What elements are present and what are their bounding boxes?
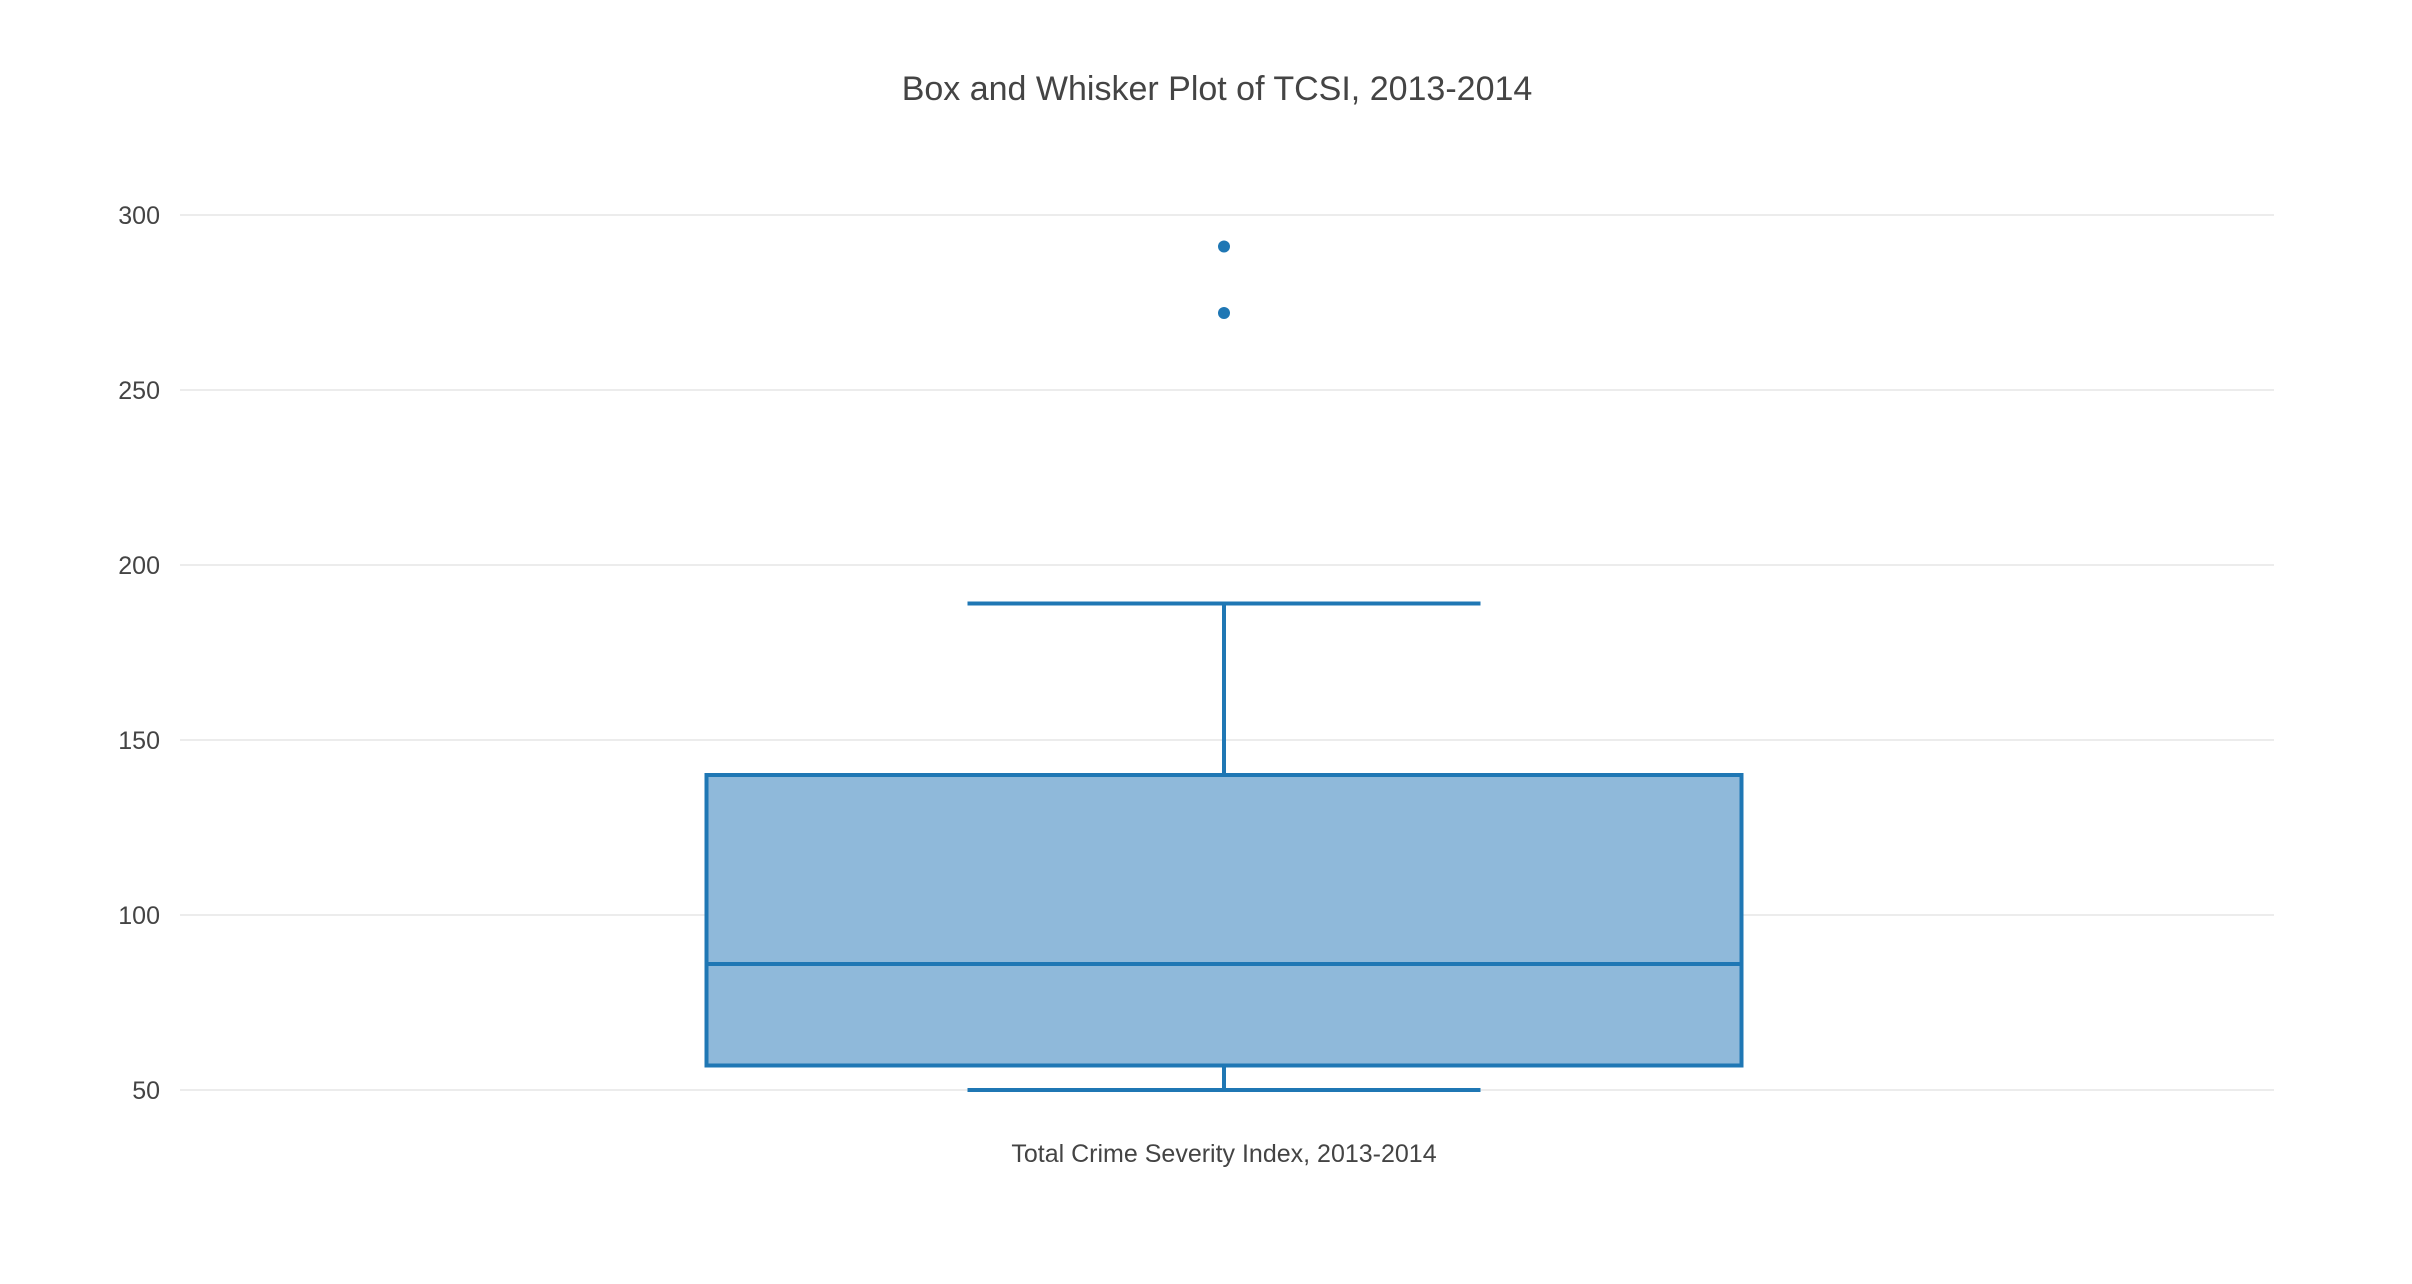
x-axis-categories: Total Crime Severity Index, 2013-2014 bbox=[1011, 1140, 1436, 1168]
outlier-point bbox=[1218, 307, 1230, 319]
chart-title: Box and Whisker Plot of TCSI, 2013-2014 bbox=[902, 70, 1533, 108]
y-tick-label: 200 bbox=[118, 552, 160, 580]
box-series bbox=[704, 240, 1744, 1092]
y-tick-label: 300 bbox=[118, 202, 160, 230]
y-tick-label: 250 bbox=[118, 377, 160, 405]
outlier-point bbox=[1218, 240, 1230, 253]
y-tick-label: 150 bbox=[118, 727, 160, 755]
x-category-label: Total Crime Severity Index, 2013-2014 bbox=[1011, 1140, 1436, 1168]
y-tick-label: 50 bbox=[132, 1077, 160, 1105]
y-axis-ticks: 50 100 150 200 250 300 bbox=[118, 202, 160, 1105]
iqr-box bbox=[704, 773, 1744, 1068]
y-tick-label: 100 bbox=[118, 902, 160, 930]
gridlines bbox=[180, 214, 2274, 1091]
